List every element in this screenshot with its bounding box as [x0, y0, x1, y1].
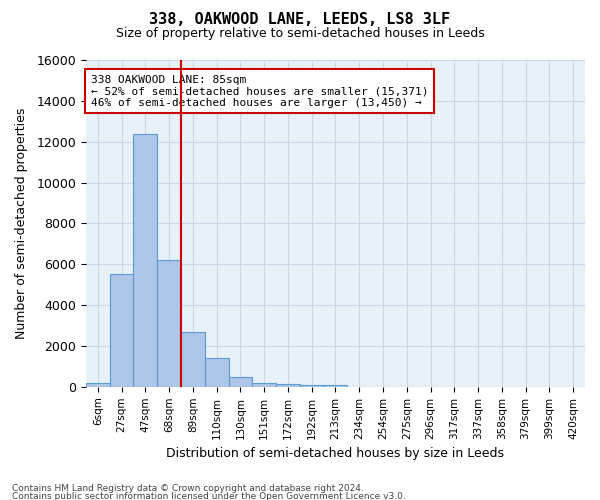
Bar — [181, 332, 205, 387]
Text: 338 OAKWOOD LANE: 85sqm
← 52% of semi-detached houses are smaller (15,371)
46% o: 338 OAKWOOD LANE: 85sqm ← 52% of semi-de… — [91, 74, 428, 108]
Text: Size of property relative to semi-detached houses in Leeds: Size of property relative to semi-detach… — [116, 28, 484, 40]
Y-axis label: Number of semi-detached properties: Number of semi-detached properties — [15, 108, 28, 339]
Bar — [252, 382, 276, 387]
Bar — [110, 274, 133, 387]
Bar — [157, 260, 181, 387]
Bar — [86, 382, 110, 387]
Bar — [205, 358, 229, 387]
X-axis label: Distribution of semi-detached houses by size in Leeds: Distribution of semi-detached houses by … — [166, 447, 505, 460]
Bar — [323, 386, 347, 387]
Bar — [276, 384, 300, 387]
Bar — [229, 376, 252, 387]
Text: 338, OAKWOOD LANE, LEEDS, LS8 3LF: 338, OAKWOOD LANE, LEEDS, LS8 3LF — [149, 12, 451, 28]
Text: Contains HM Land Registry data © Crown copyright and database right 2024.: Contains HM Land Registry data © Crown c… — [12, 484, 364, 493]
Text: Contains public sector information licensed under the Open Government Licence v3: Contains public sector information licen… — [12, 492, 406, 500]
Bar — [300, 385, 323, 387]
Bar — [133, 134, 157, 387]
